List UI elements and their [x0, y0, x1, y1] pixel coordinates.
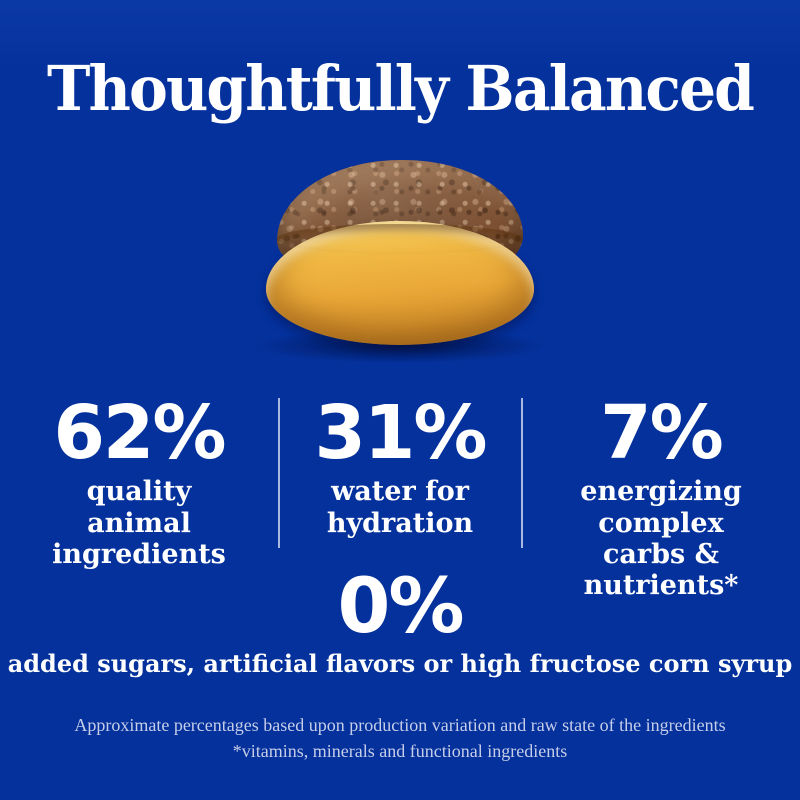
- yellow-bowl: [266, 221, 534, 345]
- stat-label: energizing complex carbs & nutrients*: [580, 476, 742, 602]
- footnote-line-2: *vitamins, minerals and functional ingre…: [232, 741, 568, 762]
- vertical-divider: [521, 398, 523, 548]
- stat-label: water for hydration: [326, 476, 474, 539]
- vertical-divider: [278, 398, 280, 548]
- stat-water-for-hydration: 31% water for hydration: [278, 390, 522, 602]
- stat-value: 7%: [600, 390, 724, 476]
- stat-value: 62%: [53, 390, 226, 476]
- stat-energizing-complex-carbs: 7% energizing complex carbs & nutrients*: [522, 390, 800, 602]
- stat-label: added sugars, artificial flavors or high…: [7, 649, 793, 679]
- stats-row: 62% quality animal ingredients 31% water…: [0, 390, 800, 602]
- stat-quality-animal-ingredients: 62% quality animal ingredients: [0, 390, 278, 602]
- footnote-line-1: Approximate percentages based upon produ…: [74, 715, 726, 735]
- headline: Thoughtfully Balanced: [46, 52, 755, 125]
- stat-value: 0%: [337, 561, 464, 650]
- bowl-of-pet-food-illustration: [240, 142, 560, 364]
- zero-percent-stat: 0% added sugars, artificial flavors or h…: [0, 561, 800, 679]
- footnote: Approximate percentages based upon produ…: [0, 712, 800, 764]
- stat-label: quality animal ingredients: [52, 476, 226, 570]
- stat-value: 31%: [314, 390, 487, 476]
